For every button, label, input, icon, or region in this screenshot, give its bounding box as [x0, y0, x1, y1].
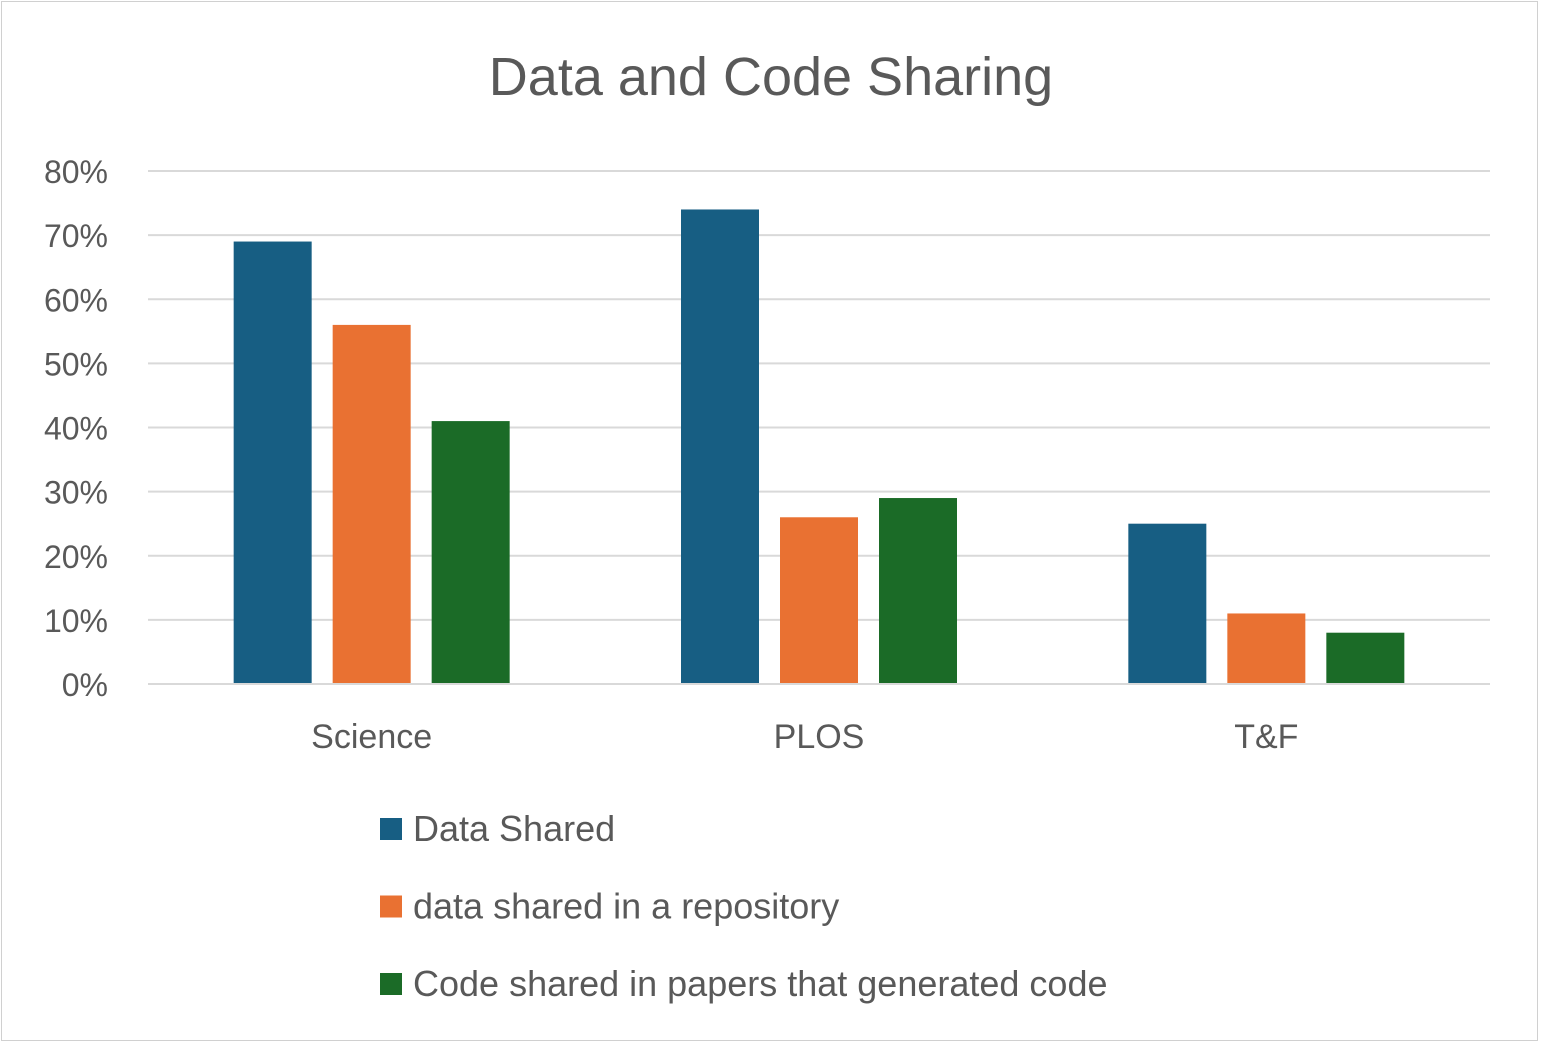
x-tick-label: T&F	[1234, 718, 1298, 756]
bar	[681, 209, 759, 684]
y-tick-label: 70%	[44, 218, 108, 254]
y-tick-label: 0%	[62, 667, 108, 703]
y-tick-label: 50%	[44, 346, 108, 382]
legend-label: Code shared in papers that generated cod…	[413, 963, 1108, 1004]
y-tick-label: 30%	[44, 475, 108, 511]
y-tick-label: 20%	[44, 539, 108, 575]
legend-swatch	[380, 895, 402, 918]
bar	[1128, 523, 1207, 684]
y-tick-label: 10%	[44, 603, 108, 639]
legend-swatch	[380, 818, 402, 840]
x-tick-label: Science	[311, 718, 432, 756]
bar	[1227, 613, 1306, 684]
bar	[1326, 632, 1405, 684]
y-tick-label: 60%	[44, 282, 108, 318]
chart-title: Data and Code Sharing	[489, 47, 1053, 107]
y-tick-label: 80%	[44, 154, 108, 190]
legend-swatch	[380, 973, 402, 995]
bar	[780, 517, 858, 684]
bar	[233, 241, 312, 684]
y-tick-label: 40%	[44, 411, 108, 447]
legend-label: data shared in a repository	[413, 886, 839, 927]
bar	[431, 421, 510, 684]
legend-label: Data Shared	[413, 808, 615, 849]
bar	[879, 498, 957, 684]
bar	[332, 324, 411, 684]
x-tick-label: PLOS	[774, 718, 865, 756]
